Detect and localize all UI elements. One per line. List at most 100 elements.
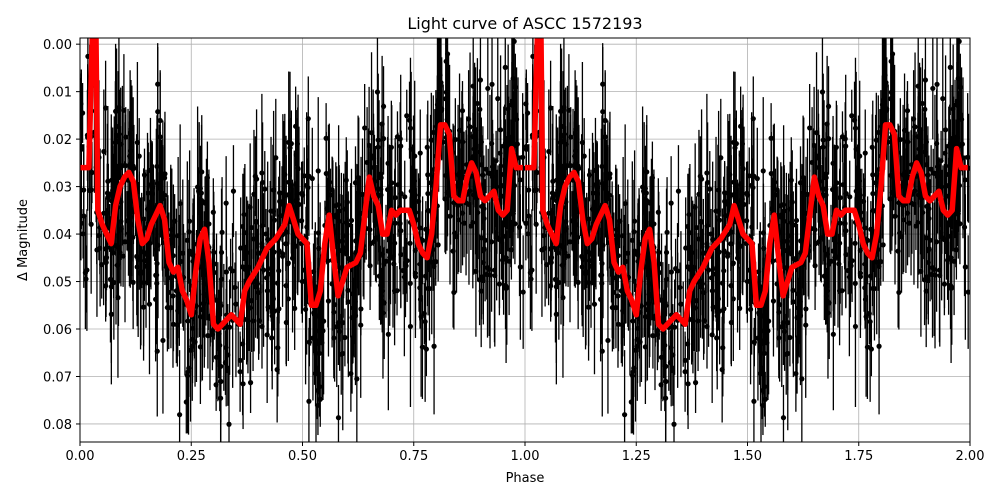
data-point xyxy=(425,191,431,197)
data-point xyxy=(647,292,653,298)
data-point xyxy=(80,143,84,150)
data-point xyxy=(780,415,787,421)
data-point xyxy=(552,276,559,282)
data-point xyxy=(83,276,89,282)
data-point xyxy=(283,241,289,247)
data-point xyxy=(896,289,902,296)
data-point xyxy=(166,289,172,295)
data-point xyxy=(135,256,141,263)
data-point xyxy=(553,311,559,317)
data-point xyxy=(965,289,970,295)
data-point xyxy=(554,177,560,183)
data-point xyxy=(412,153,418,159)
data-point xyxy=(548,105,554,111)
x-tick-label: 0.25 xyxy=(177,449,206,464)
data-point xyxy=(187,218,193,224)
data-point xyxy=(900,203,906,209)
data-point xyxy=(787,334,793,341)
data-point xyxy=(197,344,203,350)
data-point xyxy=(560,137,566,144)
data-point xyxy=(819,89,826,95)
data-point xyxy=(754,175,760,182)
data-point xyxy=(177,412,183,418)
data-point xyxy=(815,155,822,161)
data-point xyxy=(930,170,936,176)
data-point xyxy=(304,224,310,230)
data-point xyxy=(89,169,95,176)
data-point xyxy=(136,153,142,159)
data-point xyxy=(698,176,705,182)
data-point xyxy=(122,239,128,245)
data-point xyxy=(218,395,224,401)
x-tick-label: 1.00 xyxy=(511,449,540,464)
data-point xyxy=(509,98,515,104)
data-point xyxy=(376,273,382,279)
data-point xyxy=(493,158,499,164)
data-point xyxy=(358,322,364,328)
data-point xyxy=(642,344,648,350)
data-point xyxy=(847,194,853,200)
data-point xyxy=(694,224,700,231)
data-point xyxy=(140,249,146,255)
data-point xyxy=(849,258,855,264)
data-point xyxy=(237,357,243,363)
data-point xyxy=(947,64,953,70)
data-point xyxy=(895,248,901,254)
data-point xyxy=(329,281,335,287)
x-tick-label: 1.50 xyxy=(733,449,762,464)
data-point xyxy=(882,72,888,78)
data-point xyxy=(749,224,755,230)
data-point xyxy=(675,188,682,194)
data-point xyxy=(480,172,486,178)
data-point xyxy=(230,188,237,194)
data-point xyxy=(345,299,351,305)
data-point xyxy=(335,415,342,421)
data-point xyxy=(452,136,458,143)
data-point xyxy=(109,177,115,183)
y-tick-label: 0.02 xyxy=(43,133,72,148)
data-point xyxy=(790,255,796,262)
data-point xyxy=(667,360,674,366)
data-point xyxy=(615,293,621,299)
data-point xyxy=(417,150,423,156)
data-point xyxy=(933,239,940,245)
data-point xyxy=(489,174,496,180)
data-point xyxy=(271,217,277,223)
data-point xyxy=(335,320,342,326)
data-point xyxy=(301,267,307,273)
data-point xyxy=(316,350,322,356)
data-point xyxy=(259,170,265,176)
x-ticks: 0.00 0.25 0.50 0.75 1.00 1.25 1.50 1.75 2.00 xyxy=(66,442,984,464)
y-tick-label: 0.01 xyxy=(43,86,72,101)
data-point xyxy=(828,258,834,264)
data-point xyxy=(256,318,262,324)
data-point xyxy=(695,318,701,324)
data-point xyxy=(662,342,668,348)
data-point xyxy=(961,224,968,230)
data-point xyxy=(843,251,849,258)
data-point xyxy=(302,306,309,312)
data-point xyxy=(417,261,423,267)
data-point xyxy=(934,140,940,147)
data-point xyxy=(268,208,274,214)
data-point xyxy=(483,166,489,172)
data-point xyxy=(168,305,174,311)
data-point xyxy=(868,346,874,352)
data-point xyxy=(696,236,702,242)
data-point xyxy=(944,193,950,199)
data-point xyxy=(247,380,254,386)
data-point xyxy=(264,288,270,294)
y-tick-label: 0.06 xyxy=(43,323,72,338)
data-point xyxy=(157,182,163,188)
y-tick-label: 0.07 xyxy=(43,370,72,385)
data-point xyxy=(928,166,934,172)
data-point xyxy=(380,103,387,110)
data-point xyxy=(470,83,476,89)
y-tick-label: 0.05 xyxy=(43,276,72,291)
data-point xyxy=(430,246,436,253)
data-point xyxy=(292,305,298,311)
data-point xyxy=(857,153,863,159)
data-point xyxy=(821,273,827,279)
data-point xyxy=(629,373,636,379)
data-point xyxy=(685,223,691,230)
